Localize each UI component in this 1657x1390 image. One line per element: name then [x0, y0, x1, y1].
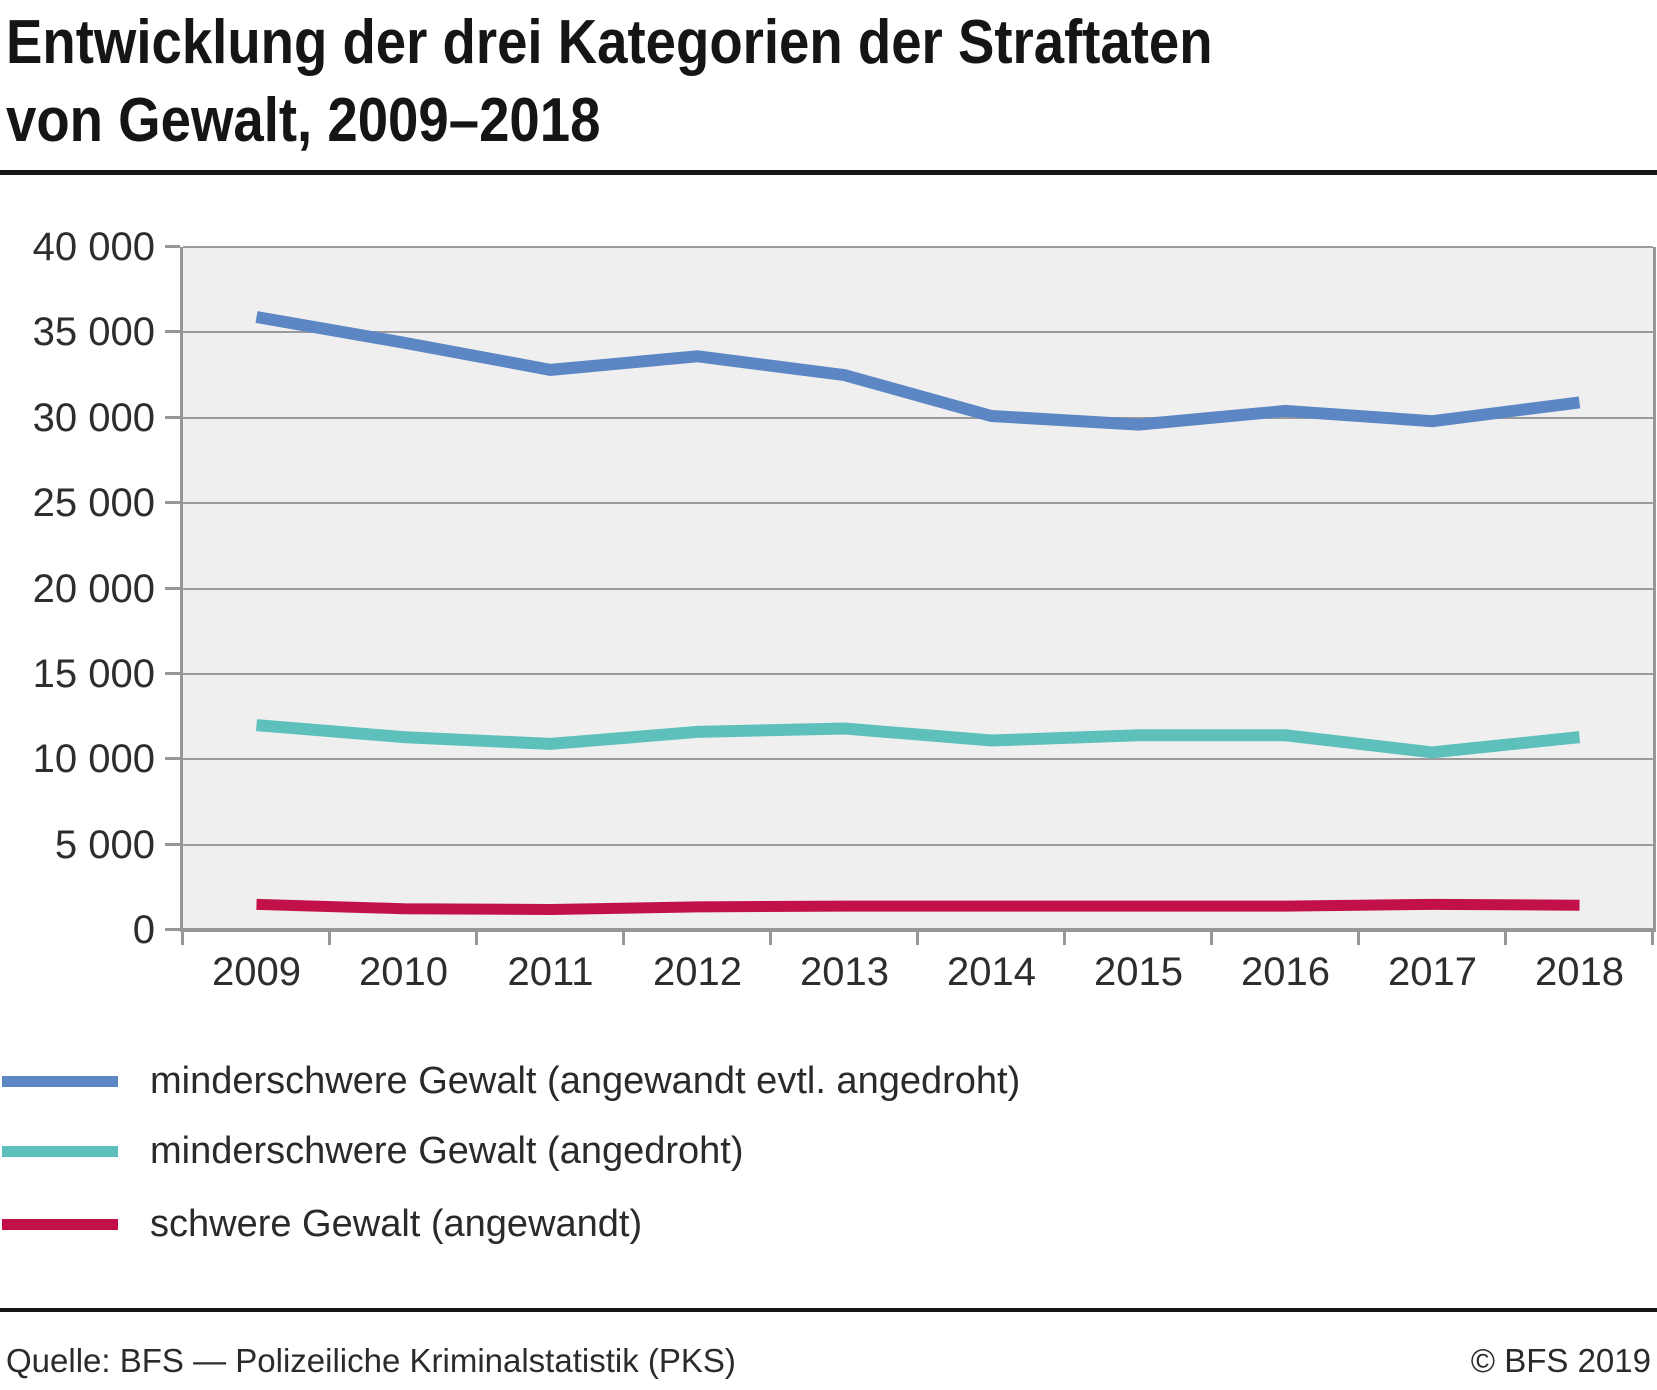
y-axis-tick: [165, 415, 180, 419]
x-axis-line: [180, 928, 1656, 932]
y-axis-tick: [165, 245, 180, 248]
x-tick-label: 2010: [359, 950, 448, 994]
copyright-note: © BFS 2019: [1470, 1342, 1651, 1379]
gridline: [183, 758, 1653, 761]
legend-swatch: [2, 1218, 118, 1230]
x-tick-label: 2017: [1388, 950, 1477, 994]
x-axis-tick: [622, 932, 625, 945]
x-tick-label: 2016: [1241, 950, 1330, 994]
x-tick-label: 2018: [1535, 950, 1624, 994]
right-border-line: [1653, 247, 1656, 932]
x-axis-tick: [1357, 932, 1360, 945]
y-tick-label: 35 000: [32, 310, 155, 355]
title-divider-rule: [0, 170, 1657, 175]
series-line-2: [256, 898, 1580, 916]
footer-divider-rule: [0, 1308, 1657, 1312]
y-tick-label: 20 000: [32, 566, 155, 611]
x-tick-label: 2011: [507, 950, 594, 994]
y-axis-tick: [165, 501, 180, 505]
y-tick-label: 0: [132, 908, 155, 952]
source-note: Quelle: BFS — Polizeiliche Kriminalstati…: [6, 1342, 736, 1379]
gridline: [183, 502, 1653, 505]
legend-swatch: [2, 1075, 118, 1087]
x-tick-label: 2013: [800, 950, 889, 994]
x-tick-label: 2014: [947, 950, 1036, 994]
gridline: [183, 843, 1653, 846]
y-tick-label: 25 000: [32, 481, 155, 526]
chart-title: Entwicklung der drei Kategorien der Stra…: [6, 4, 1213, 160]
x-tick-label: 2012: [653, 950, 742, 994]
y-axis-tick: [165, 330, 180, 334]
x-tick-label: 2015: [1094, 950, 1183, 994]
y-axis-tick: [165, 586, 180, 590]
y-axis-line: [180, 247, 183, 932]
series-line-1: [256, 719, 1581, 759]
y-axis-tick: [165, 928, 180, 931]
x-tick-label: 2009: [212, 950, 301, 994]
series-line-0: [255, 311, 1581, 431]
x-axis-tick: [1210, 932, 1213, 945]
gridline: [183, 587, 1653, 590]
x-axis-tick: [769, 932, 772, 945]
gridline: [183, 672, 1653, 675]
x-axis-tick: [1504, 932, 1507, 945]
legend-label: minderschwere Gewalt (angewandt evtl. an…: [150, 1059, 1021, 1102]
gridline: [183, 416, 1653, 419]
gridline: [183, 246, 1653, 248]
legend-item: minderschwere Gewalt (angewandt evtl. an…: [0, 1060, 1020, 1102]
x-axis-tick: [181, 932, 184, 945]
gridline: [183, 331, 1653, 334]
y-tick-label: 10 000: [32, 737, 155, 782]
y-tick-label: 5 000: [54, 822, 155, 867]
legend-item: minderschwere Gewalt (angedroht): [0, 1130, 744, 1172]
x-axis-tick: [328, 932, 331, 945]
y-tick-label: 40 000: [32, 225, 155, 269]
series-lines: [255, 311, 1581, 916]
y-tick-label: 30 000: [32, 395, 155, 440]
footer: Quelle: BFS — Polizeiliche Kriminalstati…: [6, 1342, 1651, 1380]
legend-label: schwere Gewalt (angewandt): [150, 1202, 643, 1245]
y-axis-tick: [165, 842, 180, 846]
legend-label: minderschwere Gewalt (angedroht): [150, 1129, 744, 1172]
chart-title-line2: von Gewalt, 2009–2018: [6, 86, 601, 155]
chart-title-line1: Entwicklung der drei Kategorien der Stra…: [6, 8, 1213, 77]
legend-item: schwere Gewalt (angewandt): [0, 1203, 642, 1245]
y-axis-tick: [165, 671, 180, 675]
legend-swatch: [2, 1145, 118, 1157]
y-axis-tick: [165, 757, 180, 761]
x-axis-tick: [1651, 932, 1654, 945]
x-axis-tick: [475, 932, 478, 945]
x-axis-tick: [916, 932, 919, 945]
y-tick-label: 15 000: [32, 651, 155, 696]
x-axis-tick: [1063, 932, 1066, 945]
